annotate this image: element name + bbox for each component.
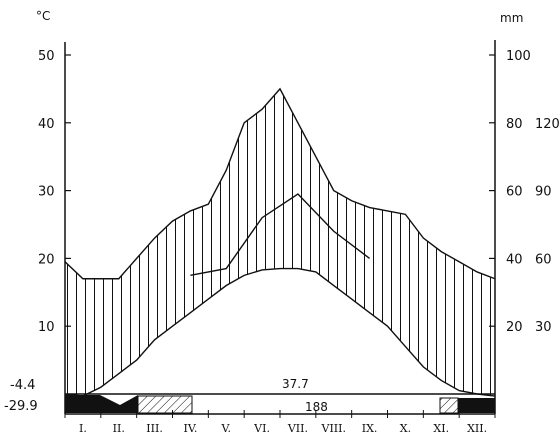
left-tick-label: 30 [38,185,55,200]
frost-block-start [65,395,138,413]
bottom-label-2: -29.9 [4,399,38,414]
right-unit-label: mm [500,11,523,25]
month-label: XII. [467,422,487,435]
month-labels: I. II. III. IV. V. VI. VII. VIII. IX. X. XI. XII. [79,422,487,435]
left-tick-label: 20 [38,252,55,267]
month-label: II. [113,422,125,435]
month-label: I. [79,422,87,435]
right-tick-label: 20 [506,320,523,335]
frost-block-end [458,398,495,413]
right-secondary-label: 60 [535,252,552,267]
month-label: III. [146,422,163,435]
left-tick-label: 40 [38,117,55,132]
transition-block-autumn [439,397,459,414]
axis-ticks: 10 20 30 40 50 20 40 60 80 100 30 60 90 120 [38,49,559,418]
annotation-temperature: 37.7 [282,377,309,391]
series-line-middle [190,193,371,277]
series-line-upper [64,87,496,280]
month-label: V. [220,422,231,435]
month-label: XI. [433,422,449,435]
annotation-precipitation: 188 [305,400,328,414]
month-label: VIII. [321,422,346,435]
left-unit-label: °C [36,9,50,23]
left-tick-label: 50 [38,49,55,64]
right-tick-label: 100 [506,49,531,64]
month-label: VII. [287,422,308,435]
plot-area [64,40,496,415]
right-secondary-label: 30 [535,320,552,335]
right-tick-label: 80 [506,117,523,132]
transition-block-spring [137,395,193,414]
month-label: X. [400,422,411,435]
month-label: IV. [183,422,197,435]
right-secondary-label: 90 [535,185,552,200]
month-label: VI. [253,422,270,435]
series-line-lower [64,267,496,397]
right-secondary-label: 120 [535,117,559,132]
left-tick-label: 10 [38,320,55,335]
hatched-band [65,88,495,397]
bottom-label-1: -4.4 [10,378,35,393]
right-tick-label: 60 [506,185,523,200]
month-label: IX. [362,422,378,435]
right-tick-label: 40 [506,252,523,267]
